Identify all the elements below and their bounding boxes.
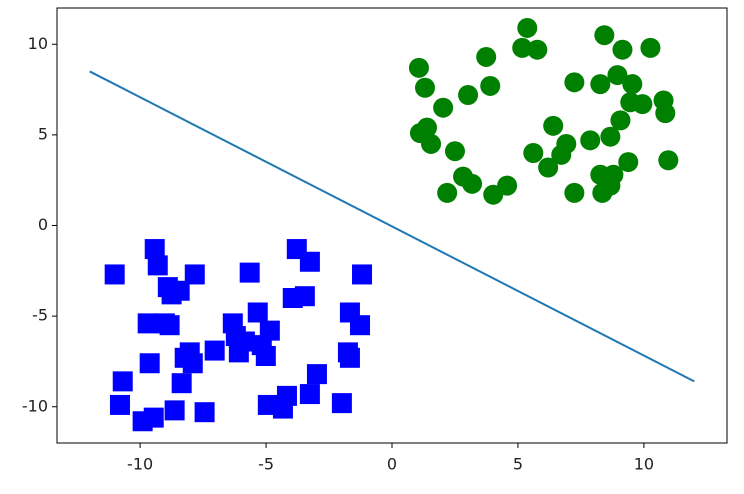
circle-point [433,97,454,118]
square-point [144,239,165,260]
square-point [247,302,268,323]
circle-point [408,57,429,78]
circle-point [564,182,585,203]
circle-point [421,133,442,154]
square-point [257,394,278,415]
square-point [143,407,164,428]
square-point [339,347,360,368]
square-point [299,251,320,272]
circle-point [603,164,624,185]
y-tick-label: 0 [38,215,48,234]
circle-point [458,85,479,105]
circle-point [622,74,643,95]
square-point [259,320,280,341]
square-point [104,264,125,285]
x-tick-label: 0 [387,455,397,474]
circle-point [600,126,621,147]
circle-point [517,17,538,38]
x-tick-label: -10 [127,455,153,474]
square-point [204,340,225,361]
square-point [147,255,168,276]
square-point [159,315,180,336]
square-point [194,402,215,423]
y-tick-label: 5 [38,124,48,143]
square-point [294,286,315,307]
axes-frame [56,7,728,444]
square-point [137,313,158,334]
square-point [350,315,371,336]
square-point [255,346,276,366]
square-point [182,353,203,374]
circle-point [476,46,497,67]
square-point [139,353,160,374]
square-point [352,264,373,285]
circle-point [512,37,533,58]
fit-line [89,70,695,383]
square-point [239,262,260,283]
circle-point [480,75,501,96]
square-point [169,280,190,301]
circle-point [632,94,653,115]
square-point [184,264,205,285]
circle-point [564,72,585,93]
circle-point [580,130,601,151]
circle-point [594,25,615,46]
circle-point [417,117,438,138]
circle-point [543,115,564,136]
circle-point [444,141,465,162]
circle-point [414,77,435,98]
circle-point [590,74,611,95]
y-tick-label: 10 [28,34,48,53]
square-point [234,331,255,352]
circle-point [523,143,544,163]
circle-point [462,173,483,194]
square-point [306,364,327,385]
circle-point [556,133,577,154]
circle-point [655,103,676,124]
circle-point [538,157,559,178]
x-tick-label: 5 [513,455,523,474]
square-point [112,371,133,392]
square-point [171,373,192,394]
circle-point [437,182,458,203]
square-point [109,394,130,415]
circle-point [497,175,518,196]
x-tick-label: -5 [258,455,274,474]
circle-point [640,37,661,58]
x-tick-label: 10 [634,455,654,474]
square-point [299,384,320,405]
y-tick-label: -5 [32,306,48,325]
circle-point [658,150,679,171]
square-point [164,400,185,421]
circle-point [527,39,548,60]
circle-point [618,152,639,173]
square-point [276,385,297,406]
circle-point [612,39,633,60]
y-tick-label: -10 [22,396,48,415]
circle-point [610,110,631,131]
square-point [331,393,352,414]
circle-point [607,65,628,86]
